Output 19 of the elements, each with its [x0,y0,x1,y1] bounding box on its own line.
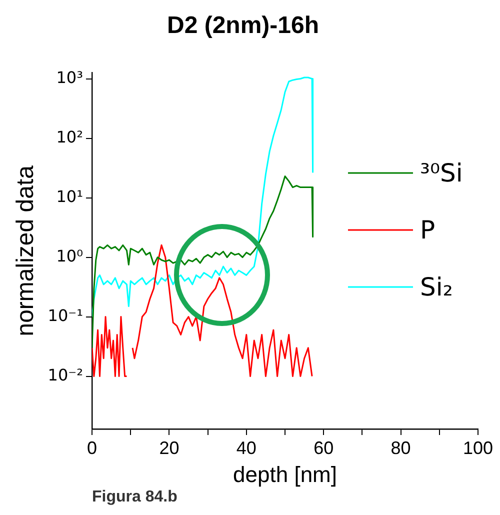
legend-label: P [420,216,436,244]
text: Figura 84.b [92,488,178,506]
y-tick-label: 10¹ [56,186,84,206]
x-tick-label: 100 [462,438,494,458]
y-tick-label: 10² [56,127,84,146]
y-tick-label: 10⁻² [48,365,84,384]
x-tick-label: 0 [87,438,98,458]
x-axis-title: depth [nm] [233,462,337,487]
legend-label: ³⁰Si [420,158,463,188]
y-tick-label: 10⁰ [56,246,84,266]
x-tick-label: 40 [236,438,256,458]
y-axis-title: normalized data [12,164,40,336]
y-tick-label: 10³ [56,68,84,87]
y-tick-label: 10⁻¹ [48,306,84,325]
x-tick-label: 80 [390,438,411,458]
x-tick-label: 60 [314,438,334,458]
chart-title: D2 (2nm)-16h [166,12,320,40]
legend-label: Si₂ [420,272,453,302]
x-tick-label: 20 [159,438,180,458]
